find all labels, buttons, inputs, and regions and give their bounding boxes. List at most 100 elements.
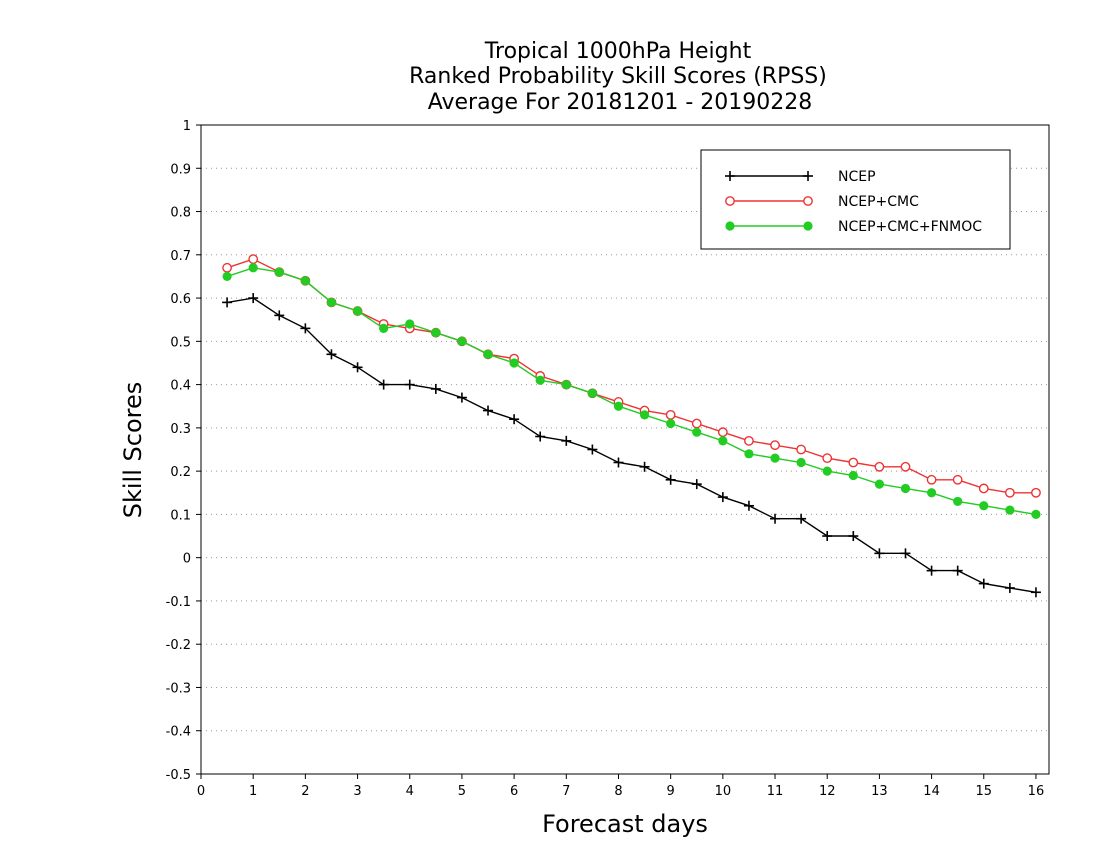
data-point: [274, 267, 284, 277]
data-point: [900, 483, 911, 494]
data-point: [744, 435, 754, 446]
x-tick-label: 16: [1028, 784, 1045, 799]
legend-entry: NCEP: [725, 169, 876, 185]
data-point: [561, 380, 571, 390]
legend: NCEP NCEP+CMC NCEP+CMC+FNMOC: [700, 149, 1011, 250]
data-point: [248, 263, 258, 273]
data-point: [352, 306, 363, 316]
x-tick-label: 14: [923, 784, 940, 799]
data-point: [952, 565, 963, 576]
data-point: [665, 474, 676, 485]
legend-marker-end: [803, 196, 813, 206]
data-point: [457, 336, 467, 346]
data-point: [300, 323, 311, 334]
data-point: [326, 297, 337, 307]
data-point: [248, 293, 259, 304]
data-point: [953, 496, 963, 507]
chart-title: Tropical 1000hPa Height Ranked Probabili…: [409, 39, 827, 115]
data-point: [848, 531, 859, 542]
data-point: [874, 479, 885, 489]
data-point: [535, 375, 545, 385]
series-3: [222, 263, 1041, 519]
grid: [201, 167, 1049, 732]
data-point: [743, 500, 754, 511]
data-point: [926, 488, 937, 498]
data-point: [770, 513, 781, 524]
legend-entry: NCEP+CMC: [725, 194, 919, 210]
data-point: [613, 401, 624, 411]
title-line-2: Ranked Probability Skill Scores (RPSS): [409, 64, 827, 89]
x-axis-ticks: 0 1 2 3 4 5 6 7 8 9 10 11 12 13 14 15 16: [197, 774, 1044, 799]
y-tick-label: 0.7: [170, 249, 191, 264]
data-point: [822, 453, 833, 464]
data-point: [639, 461, 650, 472]
data-point: [718, 436, 728, 446]
y-tick-label: 0.8: [170, 206, 191, 221]
data-point: [379, 323, 389, 333]
data-point: [222, 262, 232, 273]
series-1: [222, 293, 1041, 598]
data-point: [717, 427, 728, 438]
x-tick-label: 8: [614, 784, 622, 799]
data-point: [848, 457, 859, 468]
data-point: [352, 362, 363, 373]
data-point: [1004, 487, 1015, 498]
data-point: [561, 435, 572, 446]
data-point: [587, 388, 597, 398]
y-tick-label: 1: [183, 119, 191, 134]
y-tick-label: -0.4: [166, 725, 191, 740]
x-tick-label: 9: [667, 784, 675, 799]
plot-frame: [200, 124, 1050, 775]
data-point: [1030, 587, 1041, 598]
x-tick-label: 15: [975, 784, 992, 799]
data-point: [926, 565, 937, 576]
data-point: [1005, 505, 1015, 515]
x-tick-label: 6: [510, 784, 518, 799]
legend-marker-start: [725, 171, 735, 181]
data-point: [300, 276, 310, 286]
data-point: [822, 466, 832, 476]
x-tick-label: 11: [767, 784, 784, 799]
data-point: [691, 479, 702, 490]
data-point: [796, 444, 807, 455]
x-tick-label: 4: [406, 784, 414, 799]
series-line: [226, 267, 1037, 516]
data-point: [900, 548, 911, 559]
title-line-3: Average For 20181201 - 20190228: [428, 90, 813, 115]
legend-label: NCEP: [838, 169, 876, 185]
data-point: [744, 449, 754, 459]
data-point: [900, 461, 911, 472]
data-point: [796, 513, 807, 524]
data-point: [979, 501, 989, 511]
data-point: [639, 410, 650, 420]
title-line-1: Tropical 1000hPa Height: [484, 39, 752, 64]
data-point: [378, 379, 389, 390]
x-tick-label: 7: [562, 784, 570, 799]
y-tick-label: 0.9: [170, 162, 191, 177]
data-point: [1004, 582, 1015, 593]
legend-marker-start: [725, 221, 735, 231]
data-point: [874, 548, 885, 559]
data-point: [456, 392, 467, 403]
y-tick-label: -0.2: [166, 638, 191, 653]
x-tick-label: 12: [819, 784, 836, 799]
series-2: [222, 254, 1041, 498]
data-point: [874, 461, 885, 472]
data-point: [326, 349, 337, 360]
y-tick-label: 0.5: [170, 335, 191, 350]
y-tick-label: 0: [183, 552, 191, 567]
data-point: [952, 474, 963, 485]
data-point: [509, 414, 520, 425]
legend-label: NCEP+CMC+FNMOC: [838, 219, 982, 235]
y-axis-title: Skill Scores: [119, 382, 147, 519]
data-point: [770, 453, 780, 463]
data-point: [796, 457, 806, 468]
data-point: [1031, 509, 1041, 519]
data-point: [691, 418, 702, 429]
data-point: [822, 531, 833, 542]
data-point: [978, 578, 989, 589]
data-point: [848, 470, 858, 481]
legend-marker-end: [803, 171, 813, 181]
x-tick-label: 5: [458, 784, 466, 799]
